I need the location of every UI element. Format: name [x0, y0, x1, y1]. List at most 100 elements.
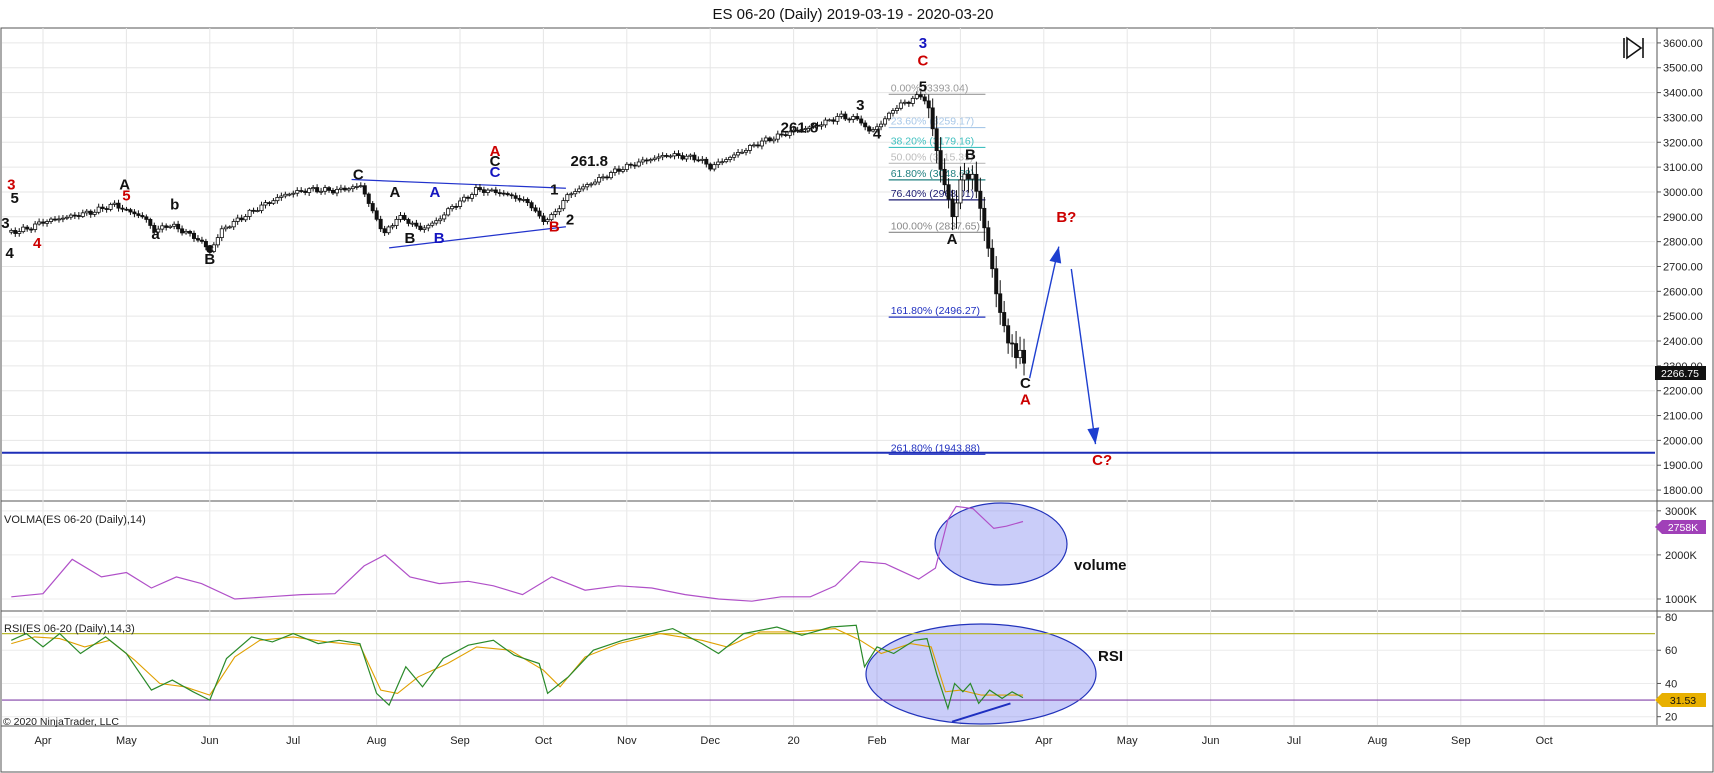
candle-body [505, 193, 510, 196]
candle-body [962, 173, 967, 181]
candle-body [1002, 312, 1007, 327]
candle-body [811, 124, 816, 128]
candle-body [76, 215, 81, 217]
candle-body [9, 230, 14, 233]
candle-body [561, 200, 566, 210]
candle-body [755, 144, 760, 147]
wave-label: 3 [1, 215, 9, 232]
y-tick-label: 60 [1665, 645, 1677, 657]
copyright-text: © 2020 NinjaTrader, LLC [3, 716, 119, 728]
candle-body [45, 221, 50, 224]
candle-body [410, 222, 415, 225]
projection-arrowhead [1049, 246, 1062, 264]
candle-body [469, 194, 474, 199]
candle-body [1018, 349, 1023, 359]
wave-label: 4 [33, 235, 42, 252]
candle-body [966, 173, 971, 180]
trendline [389, 226, 566, 249]
fib-levels: 0.00% (3393.04)23.60% (3259.17)38.20% (3… [2, 82, 1655, 455]
highlight-ellipses [865, 502, 1097, 725]
play-toggle-icon[interactable] [1623, 36, 1644, 60]
candle-body [521, 199, 526, 201]
candle-body [974, 173, 979, 192]
x-tick-label: Jun [201, 735, 219, 747]
candle-body [466, 196, 471, 199]
y-tick-label: 2600.00 [1663, 286, 1703, 298]
volma-last-label: 2758K [1668, 522, 1698, 534]
fib-label: 0.00% (3393.04) [891, 82, 969, 94]
candle-body [656, 156, 661, 159]
x-tick-label: Apr [34, 735, 51, 747]
candle-body [195, 238, 200, 241]
wave-label: 261.8 [781, 119, 819, 136]
candle-body [438, 218, 443, 222]
wave-label: b [170, 196, 179, 213]
y-tick-label: 20 [1665, 712, 1677, 724]
y-tick-label: 1000K [1665, 594, 1697, 606]
x-tick-label: Aug [1368, 735, 1388, 747]
candle-body [799, 129, 804, 132]
y-tick-label: 1900.00 [1663, 460, 1703, 472]
candle-body [136, 213, 141, 216]
candle-body [489, 189, 494, 192]
wave-label: C [490, 153, 501, 170]
candle-body [426, 224, 431, 229]
y-tick-label: 3200.00 [1663, 137, 1703, 149]
candle-body [140, 215, 145, 218]
candle-body [954, 202, 959, 218]
candle-body [843, 113, 848, 120]
rsi-annotation: RSI [1098, 648, 1123, 665]
candle-body [620, 169, 625, 172]
candle-body [430, 222, 435, 226]
candle-body [29, 228, 34, 231]
candle-body [525, 199, 530, 204]
candle-body [581, 186, 586, 190]
wave-label: c [206, 240, 214, 257]
candle-body [994, 268, 999, 295]
candle-body [573, 191, 578, 195]
candle-body [223, 226, 228, 230]
candle-body [918, 94, 923, 98]
candle-body [199, 239, 204, 242]
y-tick-label: 3600.00 [1663, 38, 1703, 50]
y-tick-label: 3500.00 [1663, 63, 1703, 75]
candle-body [243, 216, 248, 221]
candle-body [628, 163, 633, 166]
candle-body [982, 207, 987, 229]
wave-label: 3 [7, 176, 15, 193]
candle-body [275, 197, 280, 202]
candle-body [434, 220, 439, 224]
candle-body [779, 133, 784, 136]
x-tick-label: Aug [367, 735, 387, 747]
candle-body [513, 195, 518, 199]
x-tick-label: Oct [1536, 735, 1553, 747]
fib-label: 61.80% (3048.68) [891, 168, 974, 180]
candle-body [477, 187, 482, 191]
candle-body [859, 118, 864, 124]
candle-body [767, 137, 772, 142]
candle-body [910, 97, 915, 104]
candle-body [144, 216, 149, 220]
candle-body [732, 154, 737, 158]
candle-body [259, 204, 264, 212]
candle-body [362, 185, 367, 195]
candle-body [374, 210, 379, 220]
candle-body [724, 159, 729, 163]
candle-body [644, 159, 649, 162]
candle-body [255, 210, 260, 213]
candle-body [608, 172, 613, 179]
candle-body [191, 232, 196, 239]
candle-body [56, 218, 61, 221]
wave-label: A [390, 184, 401, 201]
candle-body [247, 209, 252, 217]
fib-label: 261.80% (1943.88) [891, 442, 980, 454]
candle-body [605, 176, 610, 179]
candle-body [680, 155, 685, 160]
fib-label: 161.80% (2496.27) [891, 305, 980, 317]
candle-body [708, 163, 713, 170]
candle-body [92, 211, 97, 215]
volma-line [11, 505, 1024, 602]
candle-body [394, 218, 399, 227]
wave-label: 5 [122, 188, 130, 205]
x-tick-label: Nov [617, 735, 637, 747]
